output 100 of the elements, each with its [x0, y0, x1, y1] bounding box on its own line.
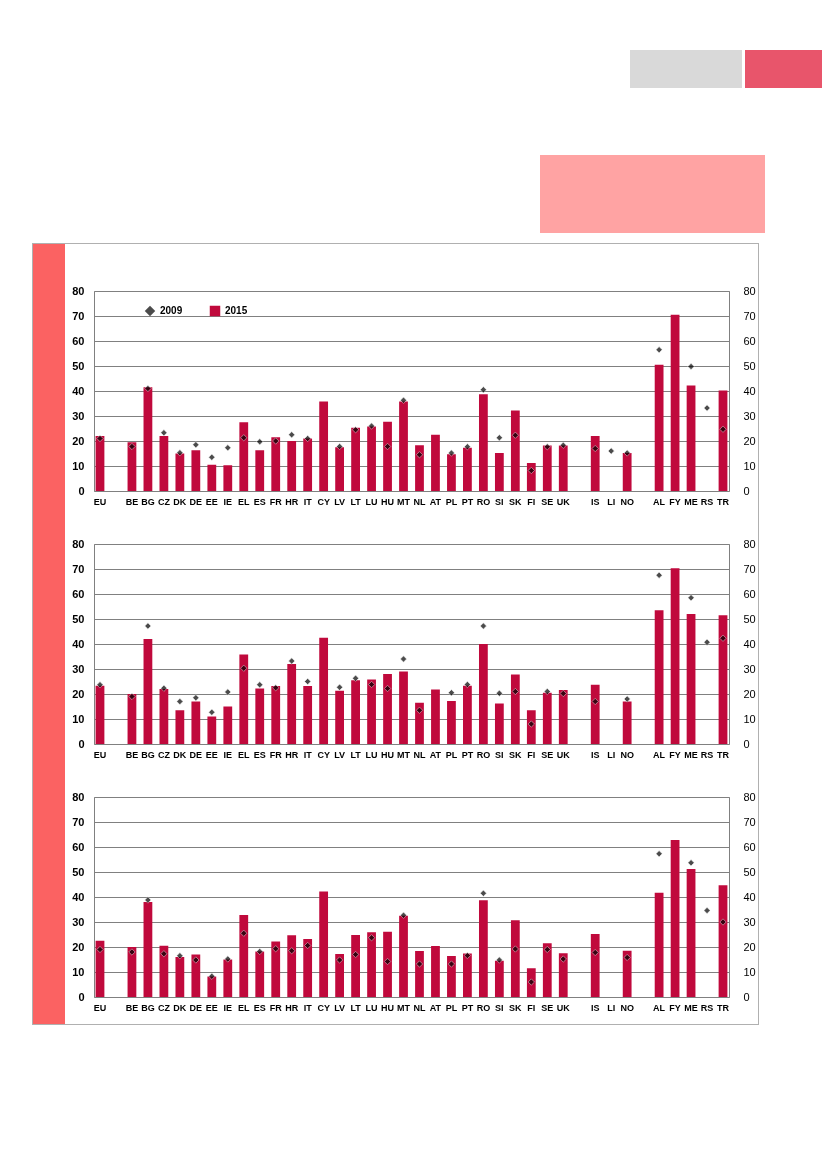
y2-tick-label: 10 [743, 965, 756, 978]
x-tick-label: LV [334, 1002, 346, 1013]
point [176, 952, 184, 960]
point [495, 434, 503, 442]
y2-tick-label: 80 [743, 790, 756, 803]
x-tick-label: CY [317, 749, 330, 760]
y2-tick-label: 40 [743, 637, 756, 650]
point [447, 689, 455, 697]
x-tick-label: CZ [157, 496, 171, 507]
y2-tick-label: 0 [743, 737, 750, 750]
y-tick-label: 60 [72, 587, 85, 600]
x-tick-label: NO [620, 1002, 634, 1013]
x-tick-label: IE [223, 1002, 233, 1013]
x-tick-label: AT [429, 749, 442, 760]
x-tick-label: CZ [157, 749, 171, 760]
point [224, 955, 232, 963]
x-tick-label: IE [223, 496, 233, 507]
x-tick-label: HU [381, 1002, 395, 1013]
y2-tick-label: 0 [743, 484, 750, 497]
x-tick-label: NL [413, 749, 426, 760]
bar [159, 436, 169, 491]
point [368, 681, 376, 688]
point [336, 956, 344, 964]
point [144, 385, 152, 392]
x-tick-label: SI [495, 496, 504, 507]
bar [590, 934, 600, 997]
point [336, 683, 344, 691]
y2-tick-label: 30 [743, 662, 756, 675]
x-tick-label: RO [476, 1002, 491, 1013]
point [447, 960, 455, 968]
y2-tick-label: 10 [743, 712, 756, 725]
x-tick-label: SE [541, 496, 554, 507]
point [719, 425, 727, 433]
bar [335, 447, 345, 491]
bar [383, 674, 392, 744]
x-tick-label: BG [141, 749, 155, 760]
point [208, 972, 216, 980]
x-tick-label: FY [669, 749, 681, 760]
x-tick-label: DE [189, 749, 203, 760]
y2-tick-label: 80 [743, 537, 756, 550]
point [479, 622, 487, 630]
x-tick-label: PL [445, 1002, 458, 1013]
bar [303, 686, 313, 744]
bar [447, 454, 456, 491]
y2-tick-label: 60 [743, 334, 756, 347]
y2-tick-label: 50 [743, 612, 756, 625]
x-tick-label: MT [397, 749, 411, 760]
bar [399, 915, 408, 997]
bar [223, 706, 233, 744]
x-tick-label: LV [334, 749, 346, 760]
point [288, 657, 296, 665]
point [463, 443, 471, 451]
y-tick-label: 70 [72, 562, 85, 575]
point [655, 346, 663, 354]
x-tick-label: BE [125, 1002, 139, 1013]
y-tick-label: 0 [78, 484, 85, 497]
y2-tick-label: 70 [743, 309, 756, 322]
point [511, 688, 519, 695]
bar [319, 401, 329, 491]
point [96, 435, 104, 442]
x-tick-label: RO [476, 496, 491, 507]
point [144, 896, 152, 904]
bar [510, 674, 520, 744]
point [607, 447, 615, 455]
x-tick-label: TR [717, 749, 730, 760]
bar [319, 891, 329, 997]
x-tick-label: SE [541, 749, 554, 760]
x-tick-label: HR [285, 496, 299, 507]
x-tick-label: ME [684, 749, 698, 760]
x-tick-label: DK [173, 496, 187, 507]
point [336, 443, 344, 450]
point [288, 947, 296, 955]
bar [287, 935, 297, 997]
bar [654, 610, 664, 744]
y2-tick-label: 70 [743, 562, 756, 575]
point [192, 441, 200, 449]
x-tick-label: RS [700, 496, 714, 507]
x-tick-label: AT [429, 496, 442, 507]
point [304, 678, 312, 685]
bar [478, 900, 488, 997]
point [144, 622, 152, 630]
x-tick-label: DE [189, 1002, 203, 1013]
x-tick-label: AL [653, 749, 666, 760]
bar [494, 703, 504, 744]
bar [255, 450, 265, 491]
bar [542, 692, 552, 744]
bar [718, 885, 728, 997]
bar [542, 943, 552, 997]
bar [335, 690, 345, 744]
point [527, 720, 535, 728]
x-tick-label: HR [285, 1002, 299, 1013]
point [352, 951, 360, 958]
point [655, 571, 663, 579]
x-tick-label: AL [653, 1002, 666, 1013]
x-tick-label: SI [495, 749, 504, 760]
point [128, 948, 136, 956]
x-tick-label: UK [556, 496, 571, 507]
bar [399, 671, 408, 744]
x-tick-label: ES [253, 1002, 266, 1013]
x-tick-label: LU [365, 1002, 378, 1013]
